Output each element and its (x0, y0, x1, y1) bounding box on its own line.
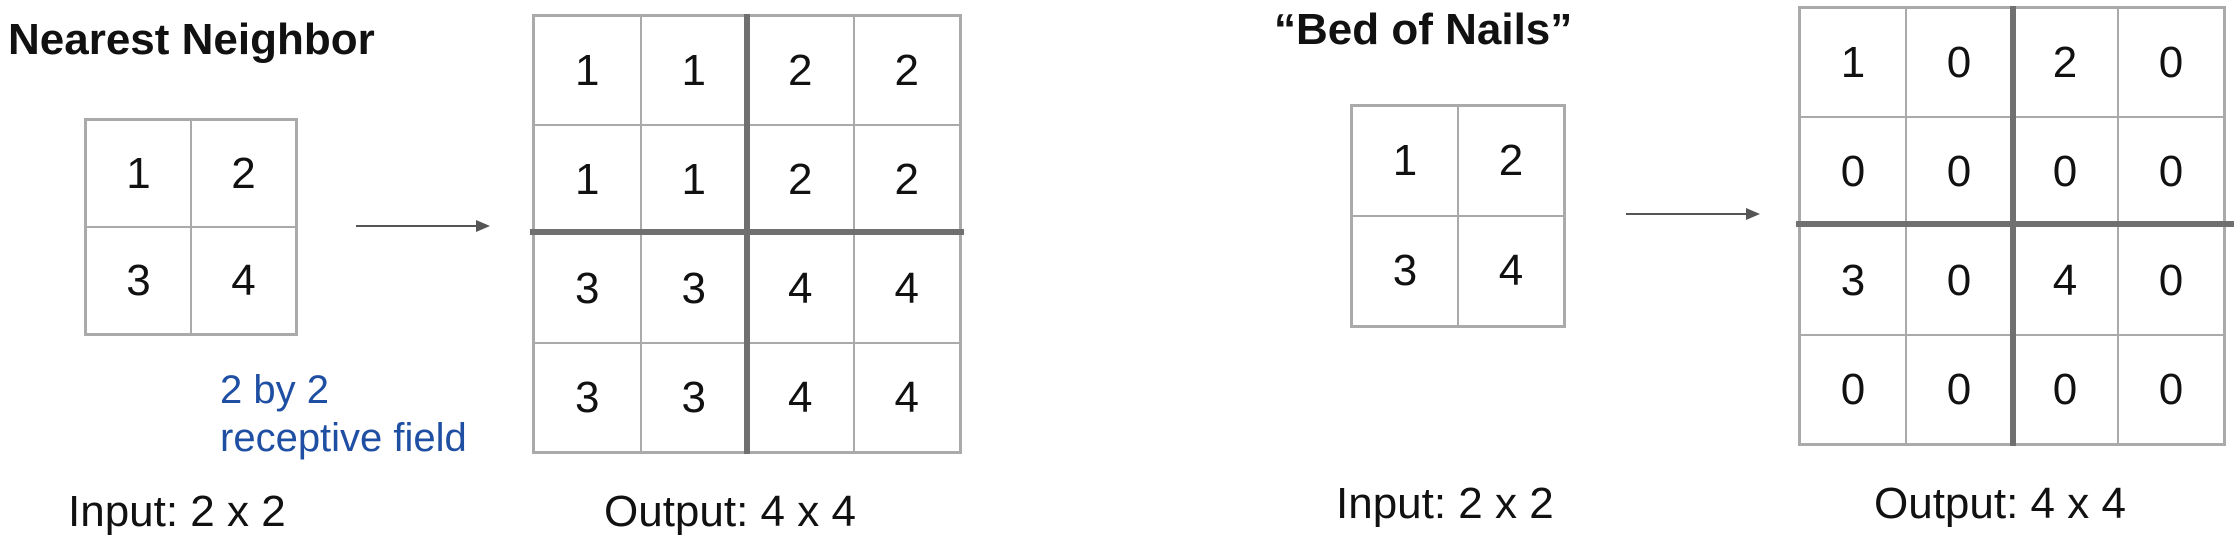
nn-output-cell: 4 (747, 343, 854, 452)
bon-output-cell: 3 (1800, 226, 1906, 335)
nn-output-cell: 3 (534, 234, 641, 343)
bon-output-cell: 0 (1906, 8, 2012, 117)
nn-output-cell: 2 (853, 16, 960, 125)
nn-input-grid: 1 2 3 4 (84, 118, 298, 336)
bon-output-cell: 0 (1800, 117, 1906, 226)
bon-output-cell: 0 (2118, 226, 2224, 335)
nn-output-cell: 4 (853, 234, 960, 343)
nn-output-cell: 3 (640, 234, 747, 343)
bon-input-cell: 4 (1458, 216, 1564, 326)
bon-output-cell: 0 (2118, 117, 2224, 226)
receptive-field-note: 2 by 2 receptive field (220, 366, 467, 462)
bon-output-cell: 4 (2012, 226, 2118, 335)
bon-output-grid: 1 0 2 0 0 0 0 0 3 0 4 0 0 0 0 0 (1798, 6, 2226, 446)
bon-arrow-icon (1626, 208, 1760, 220)
bon-output-cell: 0 (2012, 117, 2118, 226)
bon-output-cell: 0 (2118, 8, 2224, 117)
nn-input-cell: 3 (86, 227, 191, 334)
nn-output-cell: 1 (640, 16, 747, 125)
nn-output-cell: 2 (747, 125, 854, 234)
bon-output-cell: 0 (2118, 335, 2224, 444)
nn-output-cell: 1 (640, 125, 747, 234)
nn-output-cell: 4 (747, 234, 854, 343)
bon-output-cell: 0 (1800, 335, 1906, 444)
bon-output-cell: 0 (2012, 335, 2118, 444)
nearest-neighbor-title: Nearest Neighbor (8, 15, 375, 64)
bon-input-cell: 1 (1352, 106, 1458, 216)
nn-output-cell: 3 (640, 343, 747, 452)
nn-input-cell: 2 (191, 120, 296, 227)
nn-output-cell: 3 (534, 343, 641, 452)
bon-output-cell: 1 (1800, 8, 1906, 117)
bon-input-cell: 3 (1352, 216, 1458, 326)
bon-output-caption: Output: 4 x 4 (1874, 479, 2126, 528)
bon-horizontal-divider (1796, 221, 2234, 227)
bon-output-cell: 0 (1906, 335, 2012, 444)
nn-input-caption: Input: 2 x 2 (68, 487, 286, 536)
nn-output-cell: 4 (853, 343, 960, 452)
nn-horizontal-divider (530, 229, 964, 235)
nn-output-cell: 2 (853, 125, 960, 234)
bon-input-caption: Input: 2 x 2 (1336, 479, 1554, 528)
nn-input-cell: 1 (86, 120, 191, 227)
nn-input-cell: 4 (191, 227, 296, 334)
nn-output-cell: 2 (747, 16, 854, 125)
nn-arrow-icon (356, 220, 490, 232)
bon-output-cell: 2 (2012, 8, 2118, 117)
bon-input-cell: 2 (1458, 106, 1564, 216)
nn-output-caption: Output: 4 x 4 (604, 487, 856, 536)
nn-output-cell: 1 (534, 125, 641, 234)
bon-output-cell: 0 (1906, 226, 2012, 335)
bon-output-cell: 0 (1906, 117, 2012, 226)
bon-input-grid: 1 2 3 4 (1350, 104, 1566, 328)
receptive-field-note-line1: 2 by 2 (220, 368, 329, 412)
bed-of-nails-title: “Bed of Nails” (1274, 5, 1573, 54)
receptive-field-note-line2: receptive field (220, 416, 467, 460)
nn-output-cell: 1 (534, 16, 641, 125)
